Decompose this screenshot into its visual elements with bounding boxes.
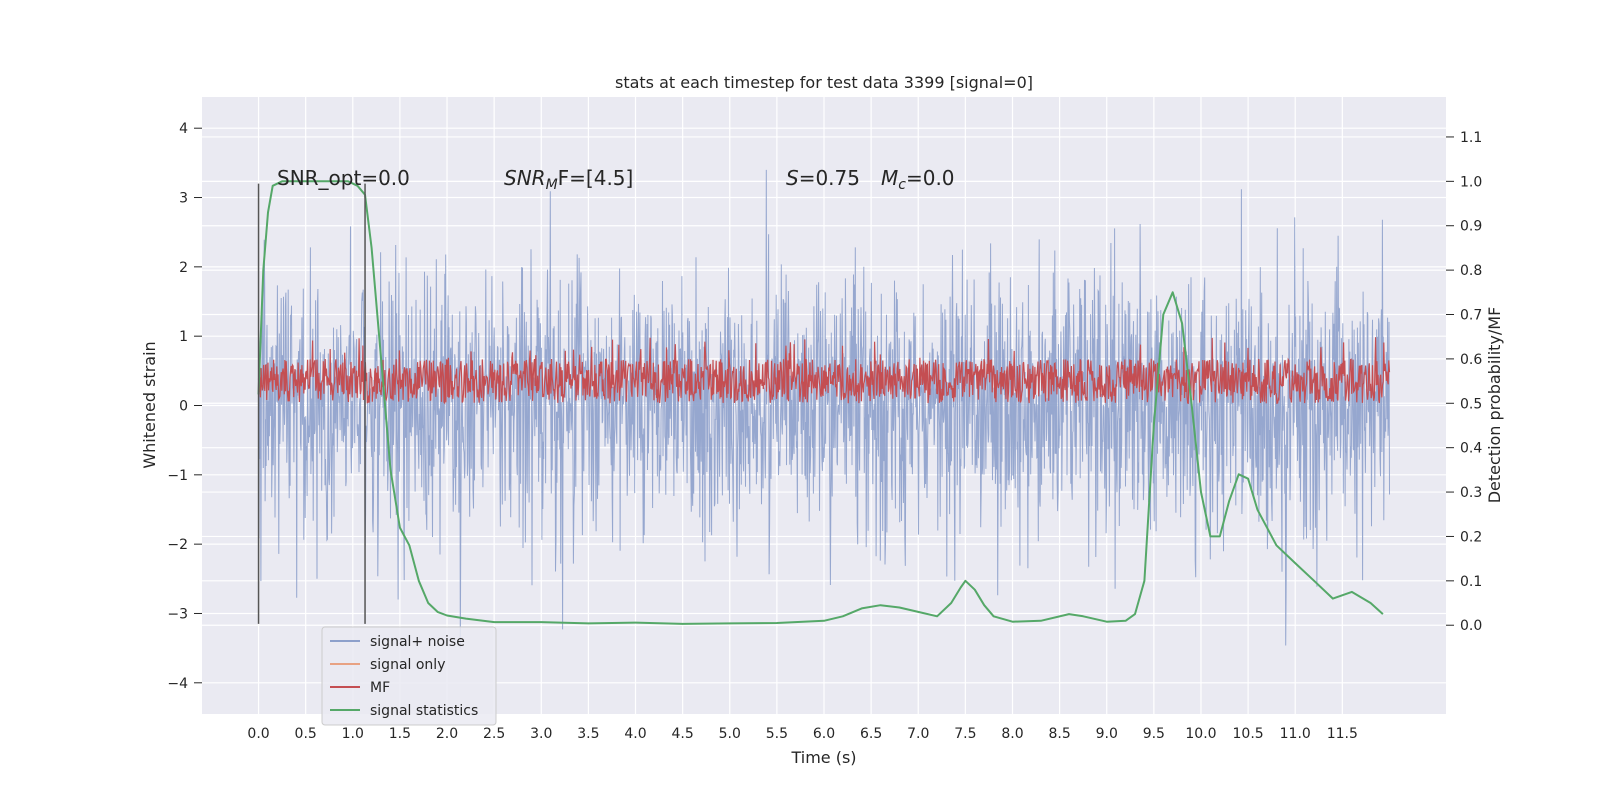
x-axis-label: Time (s) [790, 748, 856, 767]
y-right-tick-label-6: 0.6 [1460, 352, 1482, 368]
x-tick-label-23: 11.5 [1327, 726, 1358, 742]
legend-label-signal-only: signal only [370, 657, 445, 673]
x-tick-label-20: 10.0 [1185, 726, 1216, 742]
x-tick-label-21: 10.5 [1233, 726, 1264, 742]
window-markers [257, 183, 366, 624]
y-left-tick-label-5: 1 [179, 329, 188, 345]
x-tick-label-18: 9.0 [1096, 726, 1118, 742]
y-right-tick-label-2: 0.2 [1460, 529, 1482, 545]
x-tick-label-0: 0.0 [247, 726, 269, 742]
y-right-tick-label-1: 0.1 [1460, 574, 1482, 590]
left-y-axis-ticks: −4 −3 −2 −1 0 1 2 3 4 [167, 121, 202, 692]
x-tick-label-4: 2.0 [436, 726, 458, 742]
legend-label-signal-noise: signal+ noise [370, 634, 465, 650]
y-left-tick-label-7: 3 [179, 191, 188, 207]
series-signal-noise-line [258, 169, 1390, 649]
annotation-s: S=0.75 [786, 166, 860, 190]
legend-box [321, 626, 497, 726]
x-tick-label-8: 4.0 [624, 726, 646, 742]
x-tick-label-16: 8.0 [1001, 726, 1023, 742]
y-left-tick-label-3: −1 [167, 468, 188, 484]
series-mf-line [257, 337, 1391, 405]
legend-label-signal-statistics: signal statistics [370, 703, 478, 719]
x-tick-label-2: 1.0 [342, 726, 364, 742]
annotation-snr-opt: SNR_opt=0.0 [277, 166, 410, 190]
legend-label-mf: MF [370, 680, 390, 696]
x-tick-label-9: 4.5 [672, 726, 694, 742]
y-right-tick-label-10: 1.0 [1460, 174, 1482, 190]
y-right-tick-label-9: 0.9 [1460, 219, 1482, 235]
annotation-s-value: =0.75 [799, 166, 860, 190]
y-right-tick-label-11: 1.1 [1460, 130, 1482, 146]
y-right-tick-label-7: 0.7 [1460, 308, 1482, 324]
y-right-tick-label-4: 0.4 [1460, 441, 1482, 457]
y-right-tick-label-3: 0.3 [1460, 485, 1482, 501]
y-left-tick-label-4: 0 [179, 399, 188, 415]
x-tick-label-17: 8.5 [1048, 726, 1070, 742]
annotation-snr-mf-sub: M [546, 177, 558, 193]
x-axis-ticks: 0.0 0.5 1.0 1.5 2.0 2.5 3.0 3.5 4.0 4.5 5.0 5.5 6.0 6… [247, 726, 1358, 742]
x-tick-label-6: 3.0 [530, 726, 552, 742]
x-tick-label-10: 5.0 [719, 726, 741, 742]
series-signal-statistics-line [257, 180, 1384, 625]
annotation-mc-value: =0.0 [906, 166, 955, 190]
x-tick-label-22: 11.0 [1280, 726, 1311, 742]
y-right-tick-label-5: 0.5 [1460, 396, 1482, 412]
x-tick-label-13: 6.5 [860, 726, 882, 742]
series-layer [257, 169, 1391, 649]
y-left-tick-label-8: 4 [179, 121, 188, 137]
y-left-tick-label-6: 2 [179, 260, 188, 276]
annotation-s-label: S [786, 166, 799, 190]
x-tick-label-5: 2.5 [483, 726, 505, 742]
y-left-tick-label-2: −2 [167, 537, 188, 553]
x-tick-label-1: 0.5 [295, 726, 317, 742]
x-tick-label-19: 9.5 [1143, 726, 1165, 742]
y-right-tick-label-8: 0.8 [1460, 263, 1482, 279]
annotation-mc-sub: c [898, 177, 906, 193]
x-tick-label-12: 6.0 [813, 726, 835, 742]
annotation-mc-label: M [881, 166, 898, 190]
legend: signal+ noise signal only MF signal stat… [321, 626, 497, 726]
annotation-snr-mf-prefix: SNR [504, 166, 546, 190]
x-tick-label-14: 7.0 [907, 726, 929, 742]
right-y-axis-ticks: 0.0 0.1 0.2 0.3 0.4 0.5 0.6 0.7 0.8 0.9 1.0 1.1 [1446, 130, 1482, 634]
y-left-tick-label-0: −4 [167, 676, 188, 692]
x-tick-label-3: 1.5 [389, 726, 411, 742]
x-tick-label-15: 7.5 [954, 726, 976, 742]
annotation-snr-mf: SNRMF=[4.5] [504, 166, 633, 193]
annotation-mc: Mc=0.0 [881, 166, 955, 193]
y-right-tick-label-0: 0.0 [1460, 618, 1482, 634]
right-y-axis-label: Detection probability/MF [1485, 307, 1504, 504]
x-tick-label-11: 5.5 [766, 726, 788, 742]
x-tick-label-7: 3.5 [577, 726, 599, 742]
chart-title: stats at each timestep for test data 339… [615, 73, 1033, 92]
left-y-axis-label: Whitened strain [140, 341, 159, 468]
y-left-tick-label-1: −3 [167, 606, 188, 622]
annotation-snr-mf-rest: F=[4.5] [558, 166, 634, 190]
